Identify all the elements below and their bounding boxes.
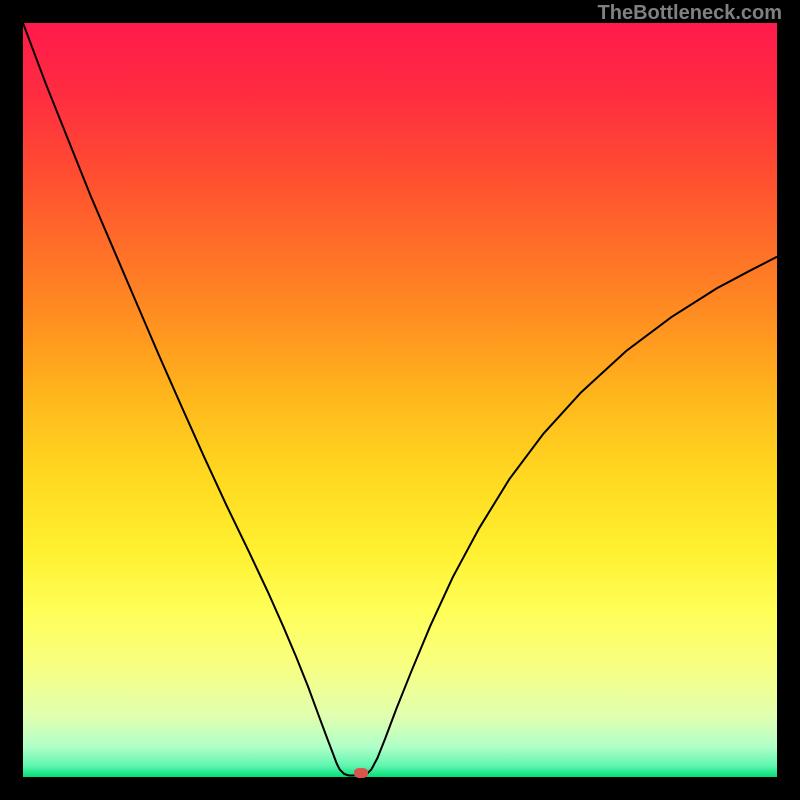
plot-area [23,23,777,777]
chart-container: TheBottleneck.com [0,0,800,800]
watermark-text: TheBottleneck.com [598,2,782,25]
bottleneck-curve [23,23,777,777]
optimal-point-marker [354,768,368,778]
